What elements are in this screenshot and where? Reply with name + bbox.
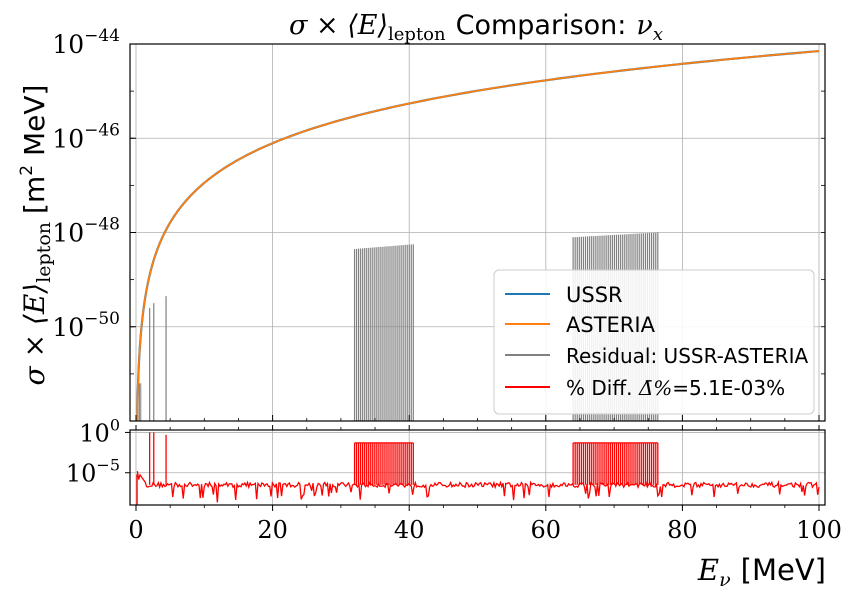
res-ytick-label-1: 10−5 xyxy=(66,456,120,488)
legend-pctdiff-math: Δ̄% xyxy=(638,376,672,400)
residual-y-ticks: 100 10−5 xyxy=(66,415,130,488)
ylabel-sigma: σ × ⟨E⟩ xyxy=(18,283,51,386)
chart-title: σ × ⟨E⟩lepton Comparison: νx xyxy=(289,10,663,45)
xtick-label-1: 20 xyxy=(257,516,288,544)
legend-label-ussr: USSR xyxy=(566,283,623,307)
y-axis-label: σ × ⟨E⟩lepton [m2 MeV] xyxy=(17,85,55,386)
title-nu: ν xyxy=(636,10,652,41)
title-text: Comparison: xyxy=(456,10,627,41)
xtick-label-2: 40 xyxy=(394,516,425,544)
legend-label-residual: Residual: USSR-ASTERIA xyxy=(566,344,808,368)
main-x-ticks xyxy=(135,415,820,421)
series-pctdiff-line xyxy=(136,471,820,503)
res-ytick-label-0: 100 xyxy=(79,415,120,447)
legend-label-pctdiff: % Diff. Δ̄%=5.1E-03% xyxy=(566,376,785,400)
ylabel-sup: 2 xyxy=(17,165,37,176)
main-ytick-label-0: 10−44 xyxy=(52,26,120,59)
main-y-ticks: 10−44 10−46 10−48 10−50 xyxy=(52,26,825,422)
residual-data xyxy=(136,432,820,505)
residual-x-ticks: 0 20 40 60 80 100 xyxy=(128,425,842,544)
title-sigma: σ × ⟨E⟩ xyxy=(289,10,388,41)
legend-pctdiff-value: =5.1E-03% xyxy=(672,376,785,400)
main-ytick-label-1: 10−46 xyxy=(52,120,120,153)
main-ytick-label-2: 10−48 xyxy=(52,215,120,248)
residual-grid xyxy=(130,430,825,505)
xtick-label-0: 0 xyxy=(128,516,143,544)
title-nu-sub: x xyxy=(653,24,663,45)
series-asteria-line xyxy=(136,50,820,421)
residual-plot-panel: 0 20 40 60 80 100 100 10−5 xyxy=(66,415,842,544)
xlabel-var: E xyxy=(697,553,719,587)
x-axis-label: Eν [MeV] xyxy=(697,553,826,591)
legend-pctdiff-text: % Diff. xyxy=(566,376,639,400)
main-ytick-label-3: 10−50 xyxy=(52,309,120,342)
xtick-label-3: 60 xyxy=(531,516,562,544)
xtick-label-5: 100 xyxy=(796,516,842,544)
legend-label-asteria: ASTERIA xyxy=(566,313,656,337)
title-sub: lepton xyxy=(388,24,446,45)
xlabel-sub: ν xyxy=(719,569,731,591)
legend: USSR ASTERIA Residual: USSR-ASTERIA % Di… xyxy=(493,269,815,415)
ylabel-units-end: MeV] xyxy=(18,85,51,165)
legend-box xyxy=(493,269,815,415)
residual-frame xyxy=(129,429,826,506)
ylabel-units: [m xyxy=(18,176,51,214)
xtick-label-4: 80 xyxy=(667,516,698,544)
xlabel-units: [MeV] xyxy=(741,553,826,587)
ylabel-sub: lepton xyxy=(33,222,55,283)
